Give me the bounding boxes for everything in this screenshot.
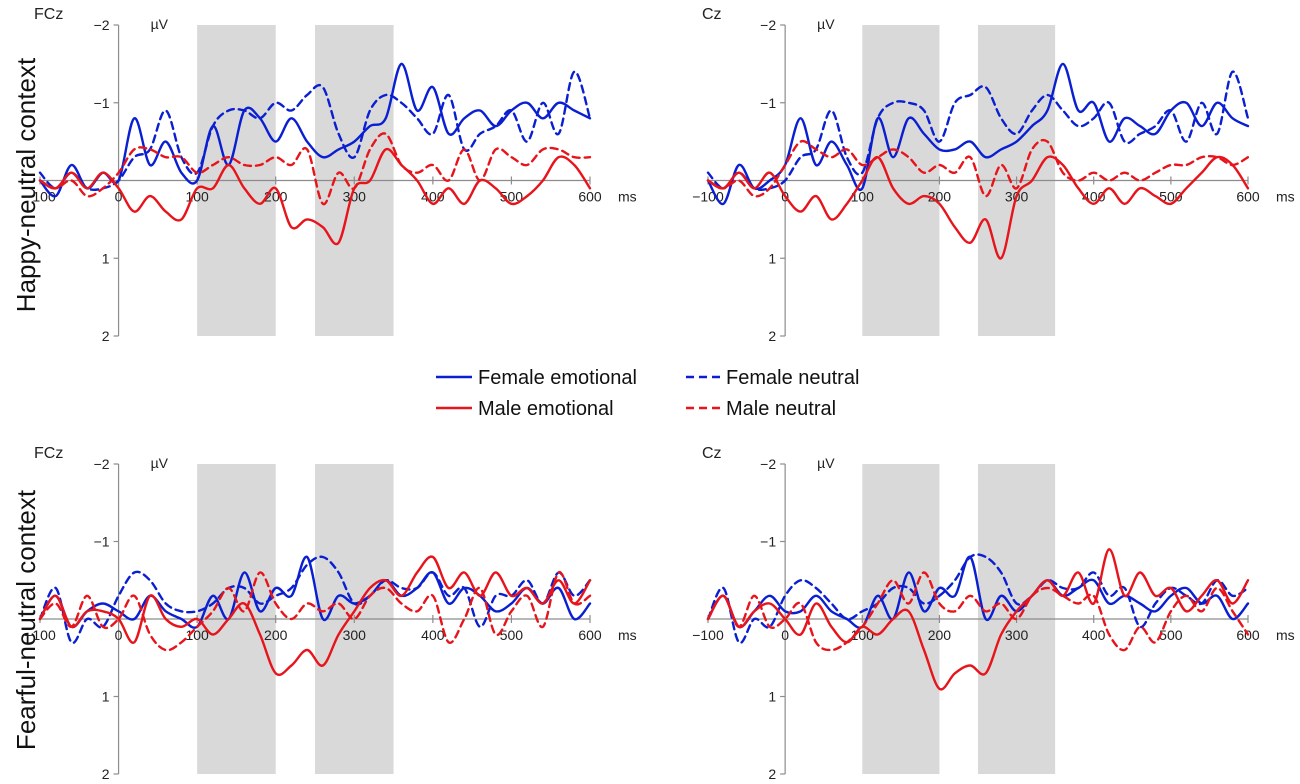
x-tick-label: −100 [692,627,724,643]
x-tick-label: 600 [578,189,602,205]
x-tick-label: 200 [928,627,952,643]
x-tick-label: 300 [343,189,367,205]
y-tick-label: 1 [768,689,776,705]
series-line-male-emotional [38,555,592,676]
y-tick-label: −2 [760,17,776,33]
y-tick-label: 1 [102,250,110,266]
x-tick-label: 600 [578,627,602,643]
x-tick-label: 300 [1005,627,1029,643]
series-line-male-emotional [706,548,1250,691]
legend-label-male-emotional: Male emotional [478,398,614,420]
series-line-male-emotional [38,147,592,246]
y-unit-label: µV [817,455,835,471]
y-unit-label: µV [151,16,169,32]
electrode-label: Cz [702,6,722,23]
x-tick-label: 400 [421,627,445,643]
legend-label-male-neutral: Male neutral [726,398,836,420]
y-tick-label: 2 [102,766,110,782]
series-line-male-neutral [706,138,1250,198]
electrode-label: Cz [702,445,722,462]
series-line-male-emotional [706,155,1250,260]
x-tick-label: 100 [851,189,875,205]
y-tick-label: −1 [760,534,776,550]
x-tick-label: 600 [1236,189,1260,205]
electrode-label: FCz [34,445,63,462]
y-tick-label: 2 [768,328,776,344]
series-line-female-emotional [38,62,592,198]
x-tick-label: 0 [781,627,789,643]
y-tick-label: 1 [102,689,110,705]
x-tick-label: −100 [692,189,724,205]
x-unit-label: ms [1276,189,1295,205]
legend-label-female-neutral: Female neutral [726,367,859,389]
y-unit-label: µV [817,16,835,32]
series-line-female-neutral [38,70,592,191]
x-tick-label: 0 [115,627,123,643]
series-line-female-emotional [706,62,1250,206]
legend: Female emotional Female neutral Male emo… [436,367,859,420]
y-tick-label: 1 [768,250,776,266]
y-tick-label: −1 [94,95,110,111]
row-label-fearful: Fearful-neutral context [11,489,41,750]
y-tick-label: −2 [760,456,776,472]
y-tick-label: −2 [94,17,110,33]
series-line-female-emotional [38,555,592,629]
legend-label-female-emotional: Female emotional [478,367,637,389]
y-tick-label: 2 [102,328,110,344]
x-tick-label: −100 [24,627,56,643]
y-tick-label: 2 [768,766,776,782]
series-line-female-emotional [706,555,1250,629]
x-tick-label: 100 [185,627,209,643]
x-unit-label: ms [618,189,637,205]
y-tick-label: −1 [94,534,110,550]
x-tick-label: 400 [1082,627,1106,643]
y-tick-label: −1 [760,95,776,111]
series-line-female-neutral [706,70,1250,191]
chart-panel-fearful-fcz: −2 −1 1 2 −100 0 100 200 300 400 500 600 FCz µV ms [24,445,636,782]
x-tick-label: 0 [115,189,123,205]
series-line-female-neutral [706,553,1250,645]
x-unit-label: ms [1276,627,1295,643]
x-tick-label: 200 [264,627,288,643]
electrode-label: FCz [34,6,63,23]
x-tick-label: 300 [343,627,367,643]
row-label-happy: Happy-neutral context [11,57,41,312]
series-line-male-neutral [38,571,592,652]
series-line-male-neutral [706,571,1250,652]
x-unit-label: ms [618,627,637,643]
x-tick-label: −100 [24,189,56,205]
y-tick-label: −2 [94,456,110,472]
series-line-male-neutral [38,132,592,206]
x-tick-label: 500 [1159,627,1183,643]
row-label-group: Happy-neutral context Fearful-neutral co… [11,57,41,750]
x-tick-label: 500 [500,627,524,643]
y-unit-label: µV [151,455,169,471]
series-line-female-neutral [38,555,592,645]
